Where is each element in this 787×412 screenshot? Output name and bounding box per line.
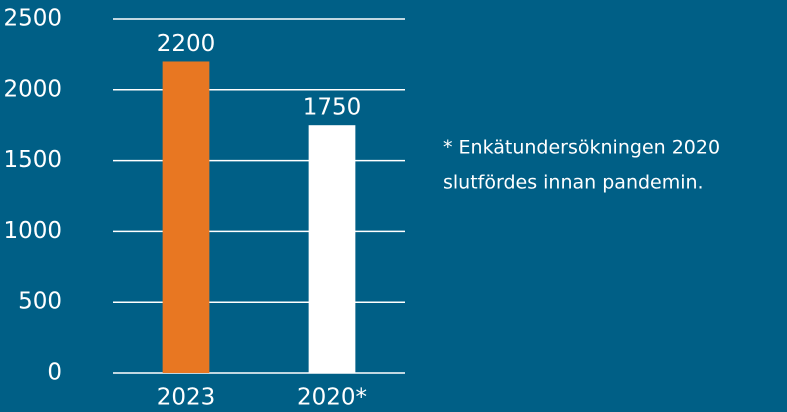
bar [308, 125, 356, 373]
y-tick-label: 500 [18, 289, 62, 315]
bar [162, 61, 210, 373]
x-tick-label: 2020* [297, 385, 367, 411]
data-label: 2200 [157, 31, 216, 57]
y-tick-label: 2500 [3, 6, 62, 32]
y-tick-label: 1000 [3, 218, 62, 244]
annotation: * Enkätundersökningen 2020 [443, 137, 720, 159]
y-tick-label: 1500 [3, 147, 62, 173]
data-label: 1750 [303, 95, 362, 121]
annotation: slutfördes innan pandemin. [443, 172, 704, 194]
y-tick-label: 0 [47, 360, 62, 386]
y-tick-label: 2000 [3, 76, 62, 102]
x-tick-label: 2023 [157, 385, 216, 411]
